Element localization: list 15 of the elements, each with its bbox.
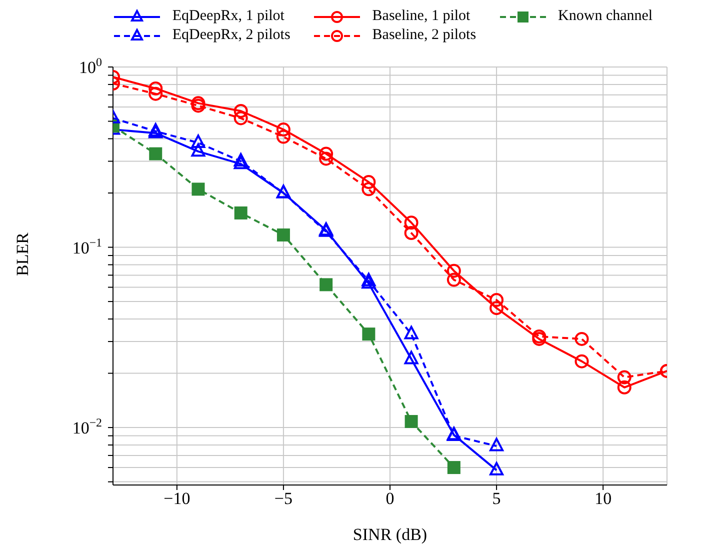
y-axis-title: BLER — [13, 232, 32, 276]
legend-label: Baseline, 1 pilot — [372, 8, 470, 25]
x-tick-label: −5 — [274, 489, 293, 508]
legend-label: Known channel — [558, 8, 653, 25]
x-tick-label: 5 — [492, 489, 501, 508]
x-axis-title: SINR (dB) — [352, 525, 428, 544]
legend-label: Baseline, 2 pilots — [372, 27, 476, 44]
y-tick-label: 10$^{−2}$ — [72, 416, 102, 438]
x-tick-label: 10 — [594, 489, 612, 508]
y-tick-label: 10$^{−1}$ — [72, 235, 102, 258]
legend-label: EqDeepRx, 1 pilot — [172, 8, 284, 25]
y-tick-label: 10$^{0}$ — [79, 55, 102, 77]
x-tick-label: −10 — [164, 489, 190, 508]
x-tick-label: 0 — [386, 489, 394, 508]
legend-label: EqDeepRx, 2 pilots — [172, 27, 290, 44]
